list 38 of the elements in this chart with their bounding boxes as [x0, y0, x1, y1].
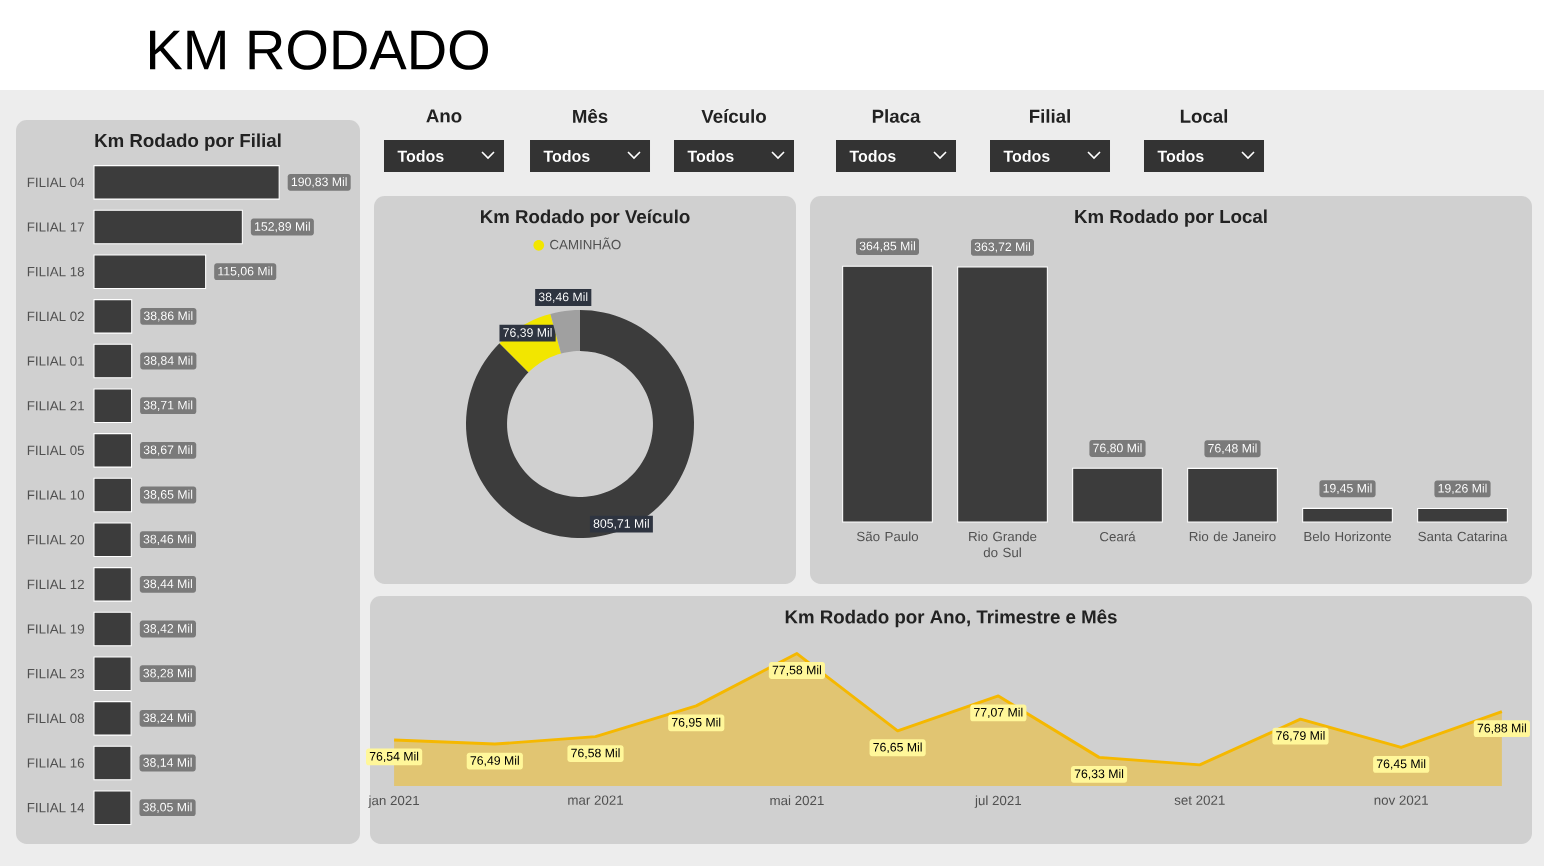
- text: Todos: [543, 150, 590, 162]
- bar: [1072, 467, 1163, 523]
- text: Veículo: [701, 109, 766, 123]
- bar: [93, 388, 133, 423]
- bar: [93, 165, 280, 200]
- bar: [93, 745, 132, 781]
- bar: [93, 656, 132, 691]
- bar: [93, 299, 133, 334]
- bar: [1417, 507, 1508, 523]
- chart-title: Km Rodado por Veículo: [481, 209, 690, 227]
- bar: [93, 209, 243, 245]
- text: Ano: [426, 109, 462, 123]
- bar: [93, 790, 132, 825]
- text: KM RODADO: [150, 30, 489, 70]
- chart-title: Km Rodado por Local: [1075, 209, 1267, 227]
- text: Todos: [1003, 150, 1050, 162]
- bar: [93, 611, 132, 647]
- text: Todos: [687, 150, 734, 162]
- bar: [842, 265, 933, 523]
- bar: [93, 522, 132, 557]
- bar: [93, 567, 132, 602]
- text: Local: [1180, 109, 1228, 123]
- bar: [957, 266, 1048, 523]
- text: Mês: [573, 108, 608, 124]
- text: Todos: [397, 150, 444, 162]
- text: Filial: [1030, 109, 1070, 123]
- chart-title: Km Rodado por Ano, Trimestre e Mês: [785, 609, 1117, 628]
- bar: [93, 433, 133, 468]
- bar: [1187, 467, 1278, 523]
- text: Todos: [849, 150, 896, 162]
- bar: [93, 254, 207, 289]
- chart-title: Km Rodado por Filial: [95, 133, 281, 151]
- text: Placa: [872, 109, 921, 123]
- bar: [93, 701, 132, 736]
- bar: [1302, 507, 1393, 523]
- text: Todos: [1157, 150, 1204, 162]
- bar: [93, 343, 133, 379]
- bar: [93, 477, 133, 513]
